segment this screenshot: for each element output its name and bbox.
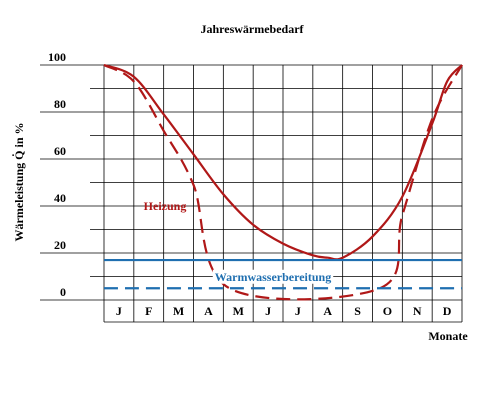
- series-line: [103, 64, 463, 301]
- y-tick-label: 20: [54, 238, 66, 252]
- y-tick-label: 40: [54, 191, 66, 205]
- y-tick-label: 80: [54, 97, 66, 111]
- x-tick-label: J: [116, 304, 122, 318]
- x-tick-label: A: [323, 304, 332, 318]
- x-axis-label: Monate: [428, 329, 468, 343]
- x-tick-label: M: [173, 304, 184, 318]
- x-tick-label: N: [413, 304, 422, 318]
- annotation-bg: [212, 269, 334, 284]
- x-tick-label: S: [354, 304, 361, 318]
- y-axis-label: Wärmeleistung Q̇ in %: [12, 123, 26, 242]
- x-tick-label: J: [265, 304, 271, 318]
- annotation: Heizung: [144, 199, 187, 213]
- x-tick-label: M: [233, 304, 244, 318]
- x-tick-label: D: [443, 304, 452, 318]
- y-tick-label: 100: [48, 50, 66, 64]
- y-tick-label: 0: [60, 285, 66, 299]
- annotation: Warmwasserbereitung: [215, 270, 331, 284]
- x-tick-label: O: [383, 304, 392, 318]
- y-tick-label: 60: [54, 144, 66, 158]
- chart-title: Jahreswärmebedarf: [200, 22, 304, 36]
- x-tick-label: A: [204, 304, 213, 318]
- x-tick-label: F: [145, 304, 152, 318]
- x-tick-label: J: [295, 304, 301, 318]
